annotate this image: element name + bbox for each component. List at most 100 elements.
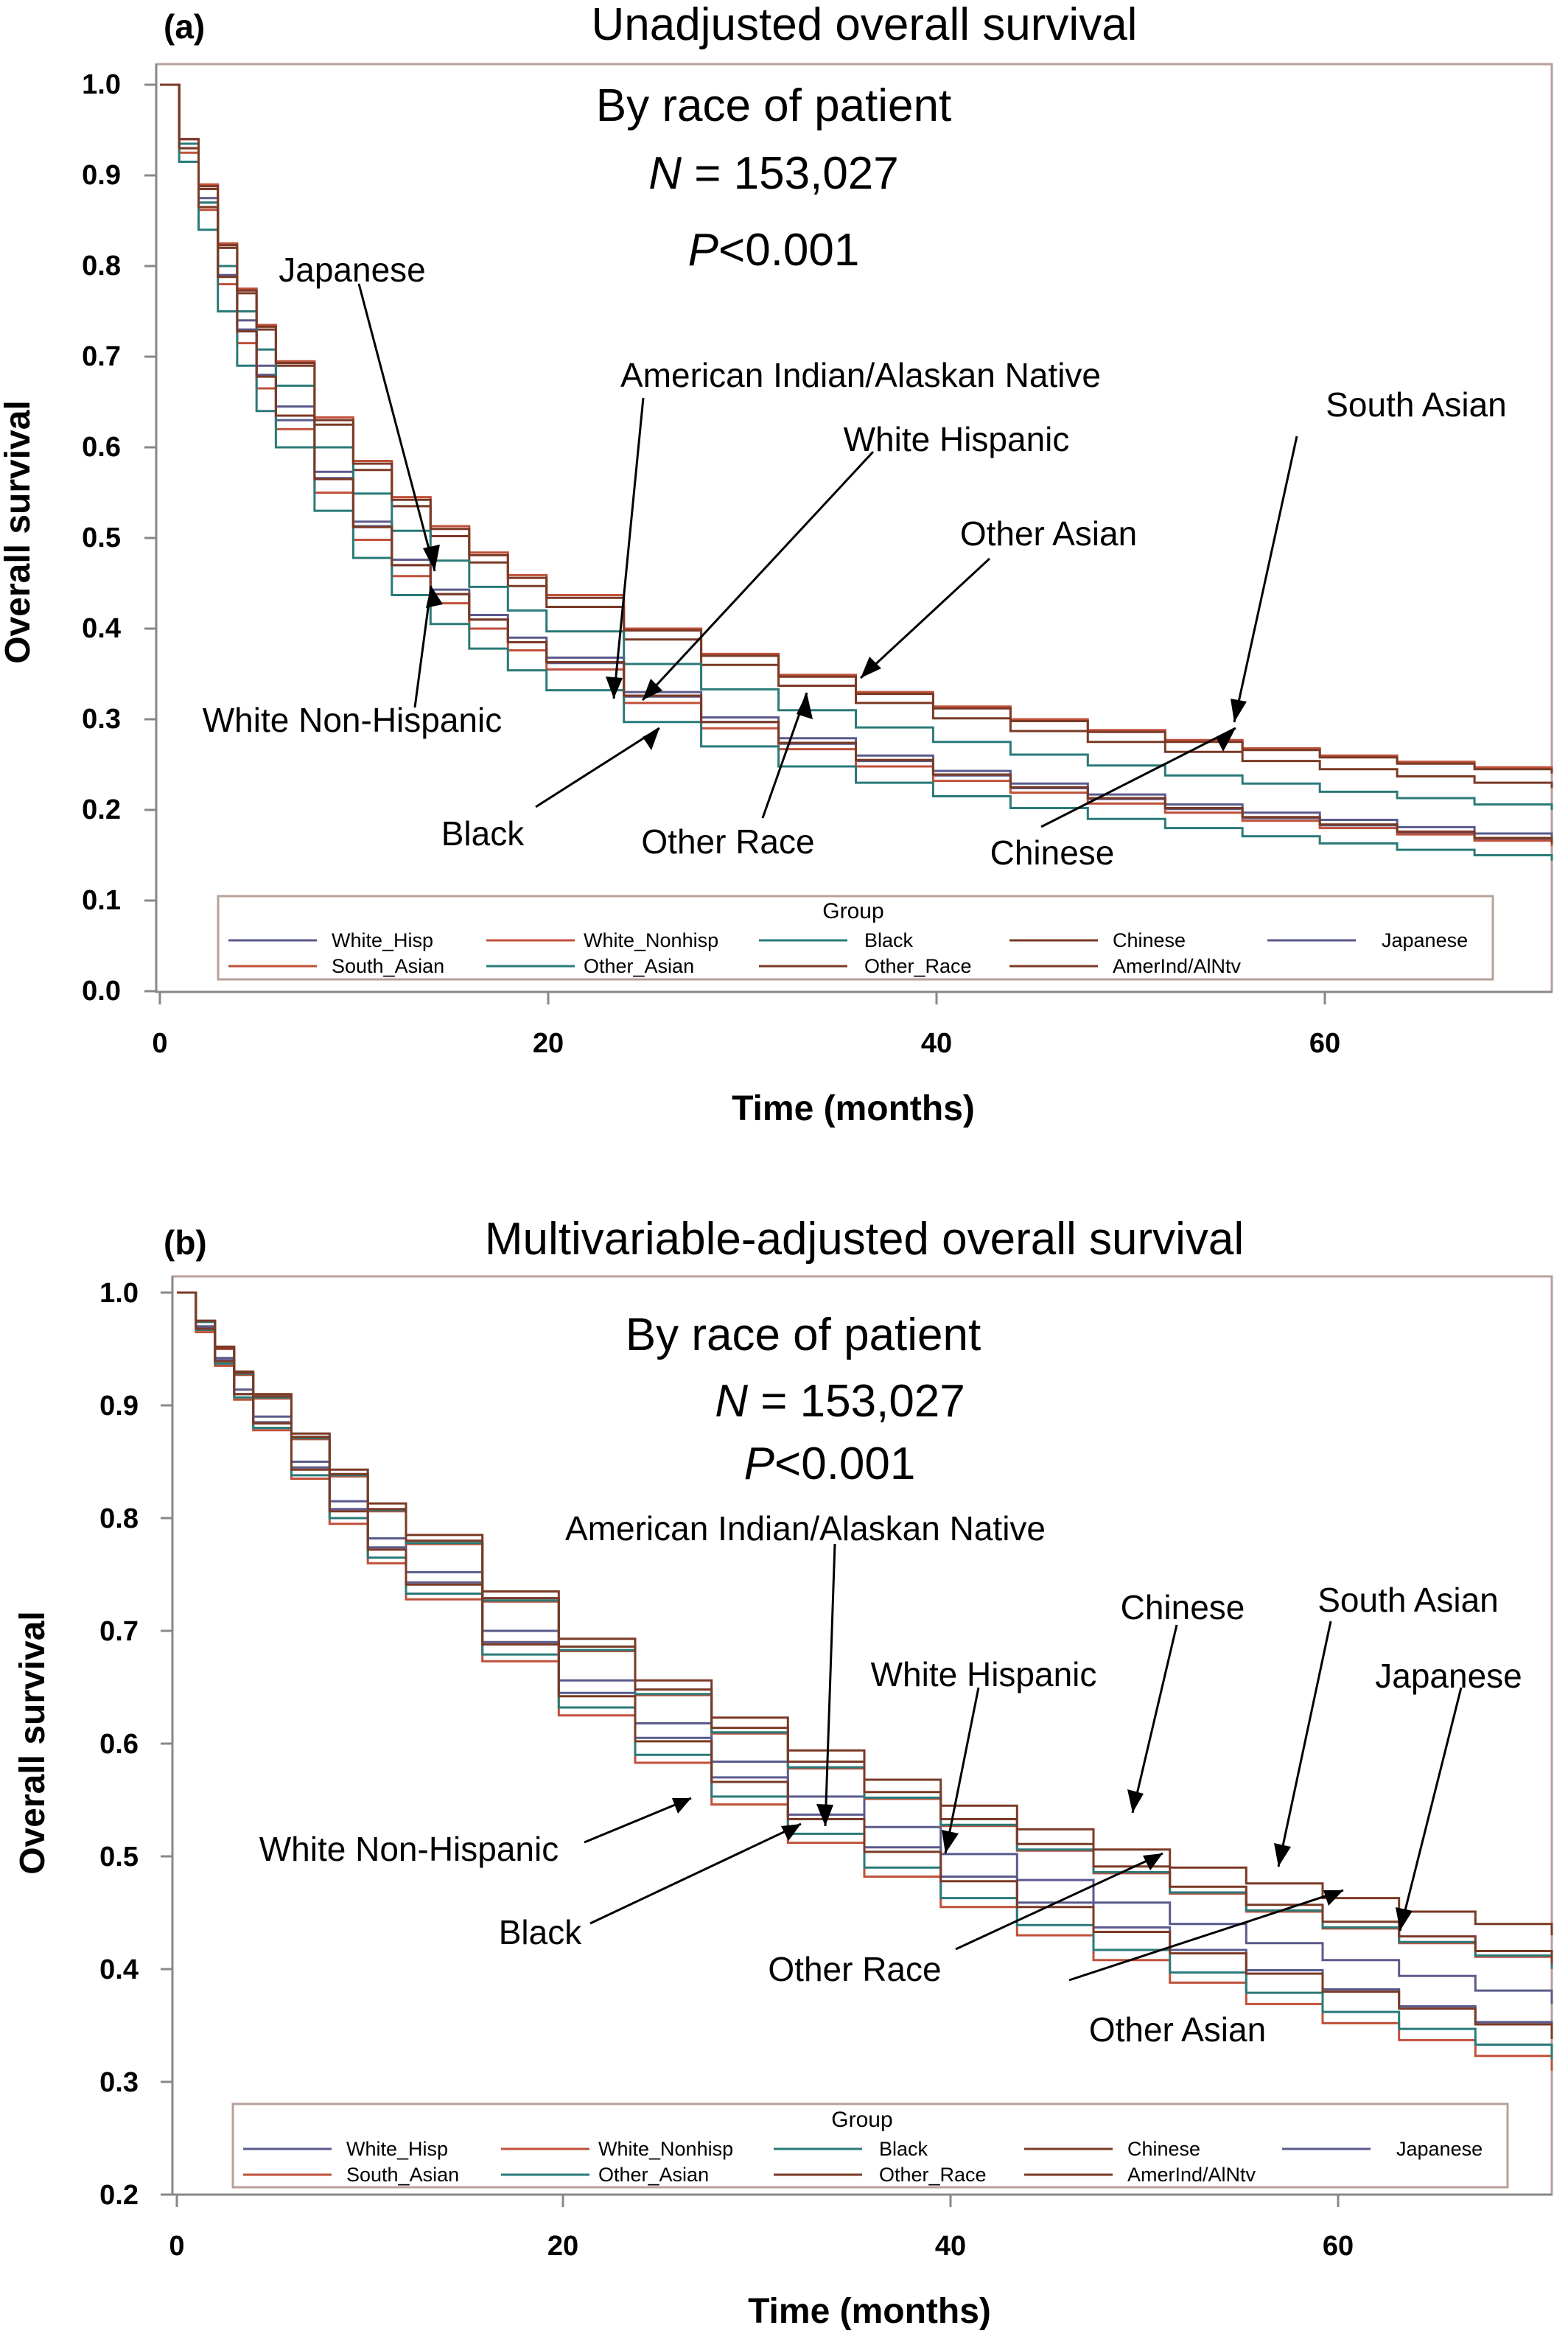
annotation-block-b: By race of patient N = 153,027 P<0.001 — [626, 1310, 981, 1489]
legend-label-white-nonhisp: White_Nonhisp — [598, 2138, 733, 2160]
legend-label-south-asian: South_Asian — [346, 2164, 459, 2186]
panel-b: (b) Multivariable-adjusted overall survi… — [13, 1214, 1553, 2331]
y-tick-label: 0.3 — [82, 704, 121, 735]
y-tick-labels-b: 0.2 0.3 0.4 0.5 0.6 0.7 0.8 0.9 1.0 — [99, 1278, 139, 2211]
x-tick-label: 0 — [169, 2231, 184, 2262]
y-axis-label-a: Overall survival — [0, 400, 38, 664]
annotation-block-a: By race of patient N = 153,027 P<0.001 — [596, 80, 952, 276]
y-tick-label: 0.2 — [82, 794, 121, 825]
callout-amerind-a: American Indian/Alaskan Native — [620, 356, 1101, 394]
callout-black-a: Black — [441, 814, 525, 853]
y-tick-label: 0.4 — [82, 613, 121, 644]
legend-label-other-race: Other_Race — [864, 955, 972, 977]
callout-white-hispanic-a: White Hispanic — [844, 420, 1070, 458]
x-tick-labels-b: 0 20 40 60 — [169, 2231, 1354, 2262]
y-tick-label: 0.9 — [82, 160, 121, 191]
legend-label-chinese: Chinese — [1127, 2138, 1200, 2160]
y-tick-label: 0.5 — [99, 1842, 139, 1873]
y-tick-label: 0.9 — [99, 1391, 139, 1422]
legend-box-a — [217, 895, 1494, 981]
x-tick-label: 60 — [1323, 2231, 1354, 2262]
x-tick-label: 20 — [547, 2231, 578, 2262]
survival-curves-b — [177, 1291, 1553, 2071]
legend-title-a: Group — [822, 899, 883, 923]
annotation-by-race-b: By race of patient — [626, 1310, 981, 1360]
x-axis-label-b: Time (months) — [748, 2292, 991, 2331]
x-ticks-a — [158, 992, 1326, 1004]
y-tick-label: 0.7 — [99, 1616, 139, 1647]
callout-arrowheads-b — [672, 1789, 1413, 1931]
callouts-b — [584, 1543, 1463, 1982]
callout-chinese-b: Chinese — [1121, 1588, 1245, 1626]
y-axis-label-b: Overall survival — [13, 1611, 52, 1875]
legend-a: Group White_Hisp White_Nonhisp Black Chi… — [217, 895, 1494, 981]
callout-arrowheads-a — [423, 545, 1247, 752]
y-tick-label: 0.8 — [82, 251, 121, 282]
panel-b-title: Multivariable-adjusted overall survival — [485, 1214, 1244, 1265]
legend-label-chinese: Chinese — [1113, 929, 1186, 951]
annotation-by-race-a: By race of patient — [596, 80, 952, 131]
legend-label-japanese: Japanese — [1382, 929, 1468, 951]
legend-label-white-hisp: White_Hisp — [346, 2138, 448, 2160]
legend-label-japanese: Japanese — [1396, 2138, 1483, 2160]
legend-label-amerind: AmerInd/AlNtv — [1113, 955, 1242, 977]
y-ticks-a — [144, 83, 156, 993]
legend-title-b: Group — [831, 2108, 892, 2132]
y-tick-label: 0.6 — [99, 1729, 139, 1760]
callout-japanese-b: Japanese — [1375, 1657, 1522, 1695]
callout-chinese-a: Chinese — [990, 833, 1115, 872]
y-tick-label: 0.0 — [82, 976, 121, 1007]
callout-white-hispanic-b: White Hispanic — [871, 1655, 1097, 1693]
annotation-n-a: N = 153,027 — [648, 148, 899, 199]
x-tick-label: 0 — [152, 1028, 167, 1059]
callout-amerind-b: American Indian/Alaskan Native — [565, 1509, 1046, 1548]
panel-a: (a) Unadjusted overall survival By race … — [0, 0, 1553, 1128]
y-ticks-b — [161, 1291, 172, 2196]
y-tick-label: 0.1 — [82, 885, 121, 916]
legend-box-b — [231, 2102, 1509, 2189]
y-tick-label: 0.2 — [99, 2180, 139, 2211]
x-tick-label: 40 — [921, 1028, 952, 1059]
legend-label-other-race: Other_Race — [879, 2164, 987, 2186]
x-tick-label: 20 — [533, 1028, 564, 1059]
x-tick-label: 60 — [1309, 1028, 1340, 1059]
legend-label-white-nonhisp: White_Nonhisp — [584, 929, 718, 951]
curve-chinese — [160, 83, 1553, 789]
x-tick-label: 40 — [935, 2231, 966, 2262]
callout-other-asian-a: Other Asian — [960, 514, 1137, 553]
y-tick-label: 0.3 — [99, 2067, 139, 2098]
legend-label-black: Black — [864, 929, 914, 951]
x-tick-labels-a: 0 20 40 60 — [152, 1028, 1340, 1059]
legend-label-other-asian: Other_Asian — [598, 2164, 709, 2186]
y-tick-label: 0.5 — [82, 522, 121, 553]
callout-south-asian-a: South Asian — [1326, 385, 1507, 424]
legend-label-south-asian: South_Asian — [332, 955, 444, 977]
y-tick-label: 0.8 — [99, 1503, 139, 1534]
annotation-p-b: P<0.001 — [744, 1439, 916, 1489]
callout-black-b: Black — [499, 1913, 582, 1951]
y-tick-label: 1.0 — [99, 1278, 139, 1309]
callout-white-nonhispanic-b: White Non-Hispanic — [259, 1830, 559, 1868]
panel-a-letter: (a) — [164, 7, 205, 46]
y-tick-label: 0.6 — [82, 432, 121, 463]
x-axis-label-a: Time (months) — [732, 1089, 975, 1128]
curve-other-asian — [160, 83, 1553, 810]
callouts-a — [357, 283, 1298, 828]
legend-label-black: Black — [879, 2138, 928, 2160]
survival-curves-a — [160, 83, 1553, 861]
legend-b: Group White_Hisp White_Nonhisp Black Chi… — [231, 2102, 1509, 2189]
x-ticks-b — [175, 2195, 1340, 2207]
callout-japanese-a: Japanese — [279, 251, 426, 289]
legend-label-other-asian: Other_Asian — [584, 955, 694, 977]
callout-other-race-b: Other Race — [768, 1950, 941, 1988]
y-tick-labels-a: 0.0 0.1 0.2 0.3 0.4 0.5 0.6 0.7 0.8 0.9 … — [82, 69, 121, 1007]
panel-b-letter: (b) — [164, 1223, 207, 1262]
legend-label-white-hisp: White_Hisp — [332, 929, 433, 951]
y-tick-label: 0.7 — [82, 341, 121, 372]
callout-other-race-a: Other Race — [641, 822, 814, 861]
panel-a-title: Unadjusted overall survival — [592, 0, 1138, 50]
y-tick-label: 0.4 — [99, 1954, 139, 1985]
curve-amerind-alntv — [177, 1291, 1553, 2039]
curve-other-race — [177, 1291, 1553, 1964]
